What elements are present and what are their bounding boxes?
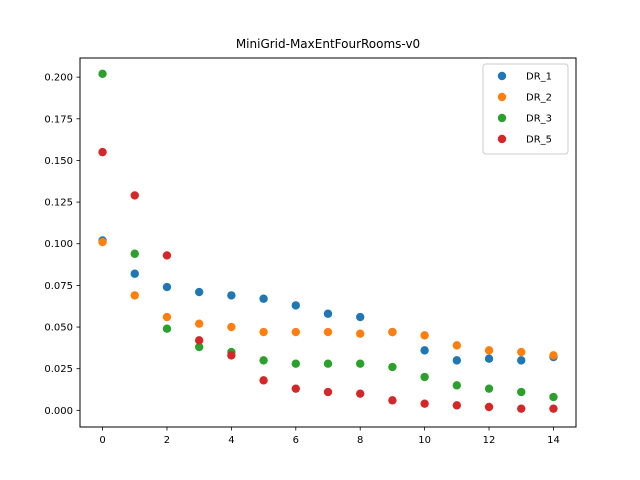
x-tick-label: 4 (228, 435, 234, 446)
data-point (517, 387, 526, 397)
data-point (484, 346, 494, 355)
x-axis: 0 2 4 6 8 10 12 14 (99, 427, 560, 446)
chart-title: MiniGrid-MaxEntFourRooms-v0 (236, 37, 420, 51)
plot-frame (79, 57, 577, 428)
data-point (162, 324, 172, 333)
y-tick-label: 0.075 (44, 281, 73, 292)
data-point (227, 322, 236, 332)
x-tick-label: 2 (164, 435, 170, 446)
data-point (420, 399, 429, 408)
y-tick-label: 0.025 (44, 364, 73, 375)
data-point (323, 387, 333, 397)
data-point (484, 354, 494, 363)
data-point (517, 356, 526, 365)
data-point (194, 336, 204, 345)
series-dr-2 (98, 237, 558, 360)
data-point (130, 269, 139, 278)
series-dr-1 (98, 236, 558, 365)
data-point (452, 381, 462, 390)
data-point (388, 362, 397, 372)
x-tick-label: 14 (547, 435, 560, 446)
x-tick-label: 12 (483, 435, 496, 446)
legend-marker (497, 113, 507, 123)
data-point (162, 251, 172, 260)
data-point (420, 331, 429, 340)
y-tick-label: 0.175 (44, 114, 73, 125)
data-point (388, 327, 397, 337)
y-tick-label: 0.150 (44, 156, 73, 167)
x-tick-label: 8 (357, 435, 363, 446)
data-point (323, 327, 333, 337)
data-point (194, 342, 204, 352)
data-point (549, 392, 558, 402)
legend-box (482, 63, 569, 155)
y-tick-label: 0.000 (44, 406, 73, 417)
data-point (130, 291, 139, 300)
data-point (98, 147, 107, 157)
data-point (484, 402, 494, 412)
legend-marker (497, 92, 507, 102)
data-point (549, 351, 558, 360)
data-point (517, 347, 526, 357)
data-point (98, 237, 107, 247)
data-point (452, 356, 462, 365)
legend-label: DR_2 (526, 93, 552, 104)
y-tick-label: 0.050 (44, 323, 73, 334)
data-point (420, 372, 429, 382)
legend-label: DR_5 (526, 135, 552, 146)
y-tick-label: 0.100 (44, 239, 73, 250)
data-point (259, 327, 268, 337)
data-point (130, 249, 139, 258)
data-point (356, 312, 365, 322)
data-point (356, 389, 365, 398)
legend: DR_1 DR_2 DR_3 DR_5 (482, 63, 569, 155)
y-tick-label: 0.200 (44, 73, 73, 84)
series-dr-3 (98, 69, 558, 402)
legend-marker (497, 71, 507, 81)
x-tick-label: 10 (418, 435, 431, 446)
y-axis: 0.000 0.025 0.050 0.075 0.100 0.125 0.150 0.175… (44, 73, 80, 417)
data-point (259, 294, 268, 303)
data-point (259, 356, 268, 365)
data-point (420, 346, 429, 355)
data-point (194, 319, 204, 328)
data-point (291, 359, 300, 368)
data-point (356, 329, 365, 338)
data-point (259, 376, 268, 385)
data-point (291, 301, 300, 310)
data-point (162, 282, 172, 292)
data-point (452, 401, 462, 410)
data-point (194, 287, 204, 297)
x-tick-label: 0 (99, 435, 105, 446)
data-point (484, 384, 494, 393)
data-point (162, 312, 172, 322)
series-dr-5 (98, 147, 558, 413)
plot-marks (98, 69, 558, 413)
data-point (98, 69, 107, 79)
data-point (356, 359, 365, 368)
data-point (130, 191, 139, 200)
data-point (452, 341, 462, 350)
legend-label: DR_3 (526, 114, 552, 125)
data-point (323, 359, 333, 368)
data-point (227, 351, 236, 360)
legend-marker (497, 134, 507, 144)
data-point (291, 384, 300, 393)
data-point (388, 396, 397, 405)
data-point (227, 291, 236, 300)
x-tick-label: 6 (293, 435, 299, 446)
data-point (517, 404, 526, 413)
data-point (549, 404, 558, 413)
data-point (291, 327, 300, 337)
legend-label: DR_1 (526, 72, 552, 83)
y-tick-label: 0.125 (44, 198, 73, 209)
data-point (323, 309, 333, 318)
